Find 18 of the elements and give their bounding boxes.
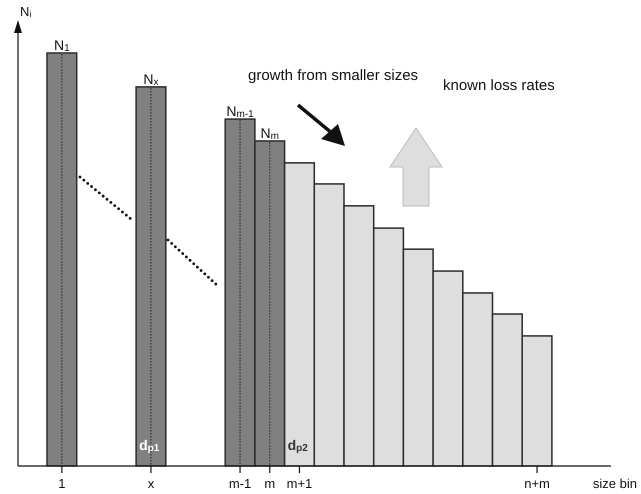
- x-axis-title: size bin: [592, 476, 637, 491]
- annotation: N$_{x}$: [143, 70, 159, 88]
- annotation: d$_{p1}$: [139, 437, 160, 454]
- annotation: growth from smaller sizes: [248, 67, 418, 84]
- x-tick-label: x: [148, 476, 155, 491]
- x-tick-label: n+m: [524, 476, 550, 491]
- x-tick-label: 1: [58, 476, 66, 491]
- annotation: N$_{m}$: [260, 124, 279, 142]
- annotation: known loss rates: [443, 77, 555, 94]
- y-axis-title: N$_{i}$: [20, 4, 32, 19]
- x-tick-label: m-1: [228, 476, 252, 491]
- annotation: d$_{p2}$: [288, 437, 308, 454]
- bar: [135, 86, 167, 467]
- x-tick-label: m: [264, 476, 276, 491]
- bar: [46, 52, 78, 467]
- x-tick-label: m+1: [286, 476, 312, 491]
- annotation: N$_{m-1}$: [226, 103, 254, 120]
- annotation: N$_{1}$: [54, 37, 70, 54]
